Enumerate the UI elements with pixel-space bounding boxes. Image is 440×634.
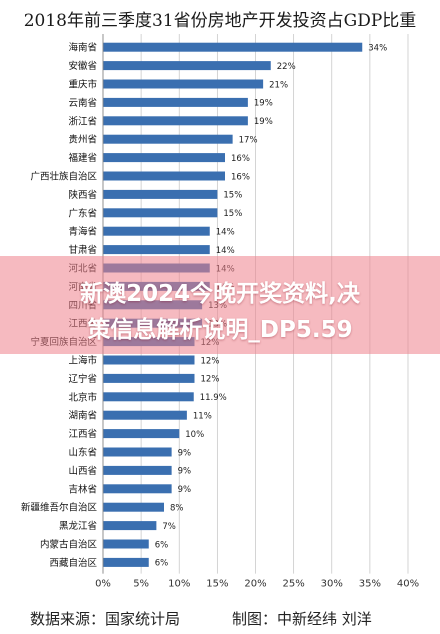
bar [103, 355, 195, 365]
chart-footer: 数据来源：国家统计局 制图：中新经纬 刘洋 [0, 606, 440, 630]
data-label: 14% [216, 228, 235, 238]
category-label: 新疆维吾尔自治区 [21, 502, 98, 514]
bar [103, 79, 264, 89]
data-label: 10% [185, 430, 204, 440]
x-tick-label: 40% [397, 579, 419, 590]
data-label: 16% [231, 154, 250, 164]
data-label: 16% [231, 172, 250, 182]
x-tick-label: 35% [359, 579, 381, 590]
category-label: 北京市 [68, 391, 97, 403]
category-label: 黑龙江省 [59, 520, 97, 532]
category-label: 广西壮族自治区 [30, 171, 97, 183]
bar [103, 447, 172, 457]
source-note: 数据来源：国家统计局 [30, 610, 181, 628]
x-tick-label: 0% [95, 579, 111, 590]
x-tick-label: 5% [133, 579, 149, 590]
category-label: 山西省 [68, 465, 97, 477]
bar [103, 245, 210, 255]
credit-note: 制图：中新经纬 刘洋 [232, 610, 372, 628]
category-label: 湖南省 [68, 410, 97, 422]
category-label: 山东省 [68, 447, 97, 459]
x-tick-label: 15% [206, 579, 228, 590]
category-label: 广东省 [68, 207, 97, 219]
category-label: 上海市 [68, 355, 97, 367]
bar [103, 502, 164, 512]
bar [103, 171, 225, 181]
category-label: 青海省 [68, 226, 97, 238]
category-label: 贵州省 [68, 134, 97, 146]
bar [103, 116, 248, 126]
bar [103, 539, 149, 549]
bar [103, 226, 210, 236]
bar [103, 410, 187, 420]
chart-title: 2018年前三季度31省份房地产开发投资占GDP比重 [23, 11, 417, 31]
banner-line-1: 新澳2024今晚开奖资料,决 [80, 281, 360, 307]
category-label: 辽宁省 [68, 373, 97, 385]
data-label: 12% [201, 375, 220, 385]
bar [103, 189, 218, 199]
category-label: 云南省 [68, 97, 97, 109]
data-label: 11.9% [200, 393, 227, 403]
bar [103, 153, 225, 163]
bar [103, 521, 157, 531]
x-tick-label: 30% [321, 579, 343, 590]
category-label: 西藏自治区 [49, 557, 97, 569]
data-label: 17% [239, 136, 258, 146]
x-tick-label: 20% [244, 579, 266, 590]
bar [103, 373, 195, 383]
bar [103, 42, 363, 52]
bar [103, 208, 218, 218]
data-label: 9% [178, 467, 192, 477]
data-label: 9% [178, 485, 192, 495]
category-label: 甘肃省 [68, 244, 97, 256]
category-label: 重庆市 [68, 79, 97, 91]
data-label: 34% [368, 44, 387, 54]
data-label: 12% [201, 356, 220, 366]
category-label: 吉林省 [68, 483, 97, 495]
category-label: 陕西省 [68, 189, 97, 201]
bar [103, 484, 172, 494]
category-label: 浙江省 [68, 115, 97, 127]
bar [103, 134, 233, 144]
x-tick-label: 25% [283, 579, 305, 590]
bar [103, 61, 271, 71]
x-tick-label: 10% [168, 579, 190, 590]
data-label: 9% [178, 448, 192, 458]
bar [103, 392, 194, 402]
bar [103, 465, 172, 475]
data-label: 21% [269, 80, 288, 90]
category-label: 江西省 [68, 428, 97, 440]
bar [103, 557, 149, 567]
watermark-banner: 新澳2024今晚开奖资料,决 策信息解析说明_DP5.59 [0, 256, 440, 354]
data-label: 8% [170, 504, 184, 514]
banner-line-2: 策信息解析说明_DP5.59 [87, 317, 353, 343]
bar [103, 97, 248, 107]
data-label: 15% [223, 191, 242, 201]
bar [103, 429, 180, 439]
data-label: 7% [162, 522, 176, 532]
data-label: 19% [254, 99, 273, 109]
category-label: 海南省 [68, 42, 97, 54]
category-label: 安徽省 [68, 60, 97, 72]
data-label: 6% [155, 559, 169, 569]
category-label: 福建省 [68, 152, 97, 164]
data-label: 14% [216, 246, 235, 256]
data-label: 15% [223, 209, 242, 219]
data-label: 6% [155, 540, 169, 550]
data-label: 22% [277, 62, 296, 72]
data-label: 11% [193, 412, 212, 422]
data-label: 19% [254, 117, 273, 127]
category-label: 内蒙古自治区 [40, 539, 98, 551]
